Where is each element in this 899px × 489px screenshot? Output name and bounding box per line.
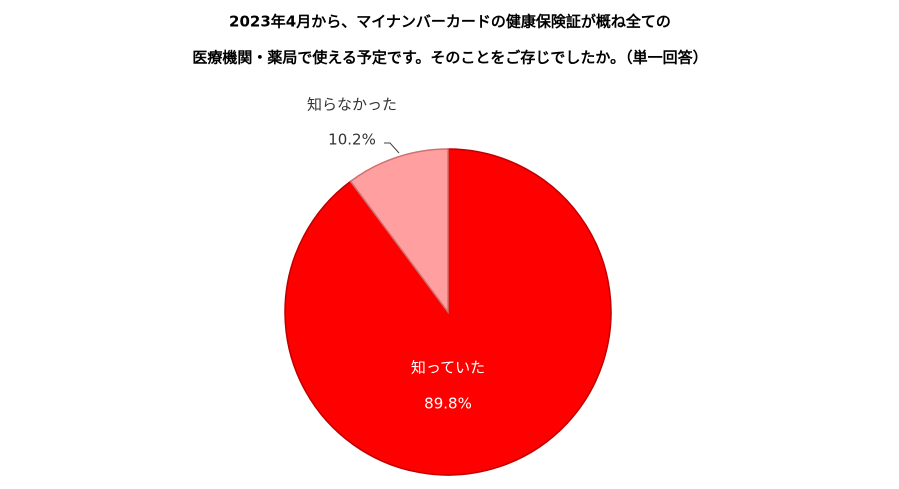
leader-line (384, 142, 400, 154)
chart-title: 医療機関・薬局で使える予定です。そのことをご存じでしたか。（単一回答） (192, 49, 707, 67)
slice-value: 10.2% (328, 131, 376, 149)
slice-label: 知っていた (411, 359, 485, 377)
pie-slice (349, 148, 449, 315)
chart-title: 2023年4月から、マイナンバーカードの健康保険証が概ね全ての (229, 13, 671, 31)
slice-value: 89.8% (424, 395, 472, 413)
slice-label: 知らなかった (307, 96, 397, 114)
